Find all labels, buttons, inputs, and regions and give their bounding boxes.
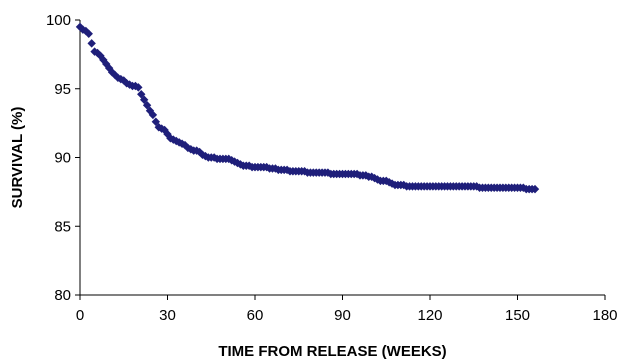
data-point <box>154 123 163 132</box>
x-tick-label: 120 <box>417 307 442 324</box>
data-point <box>519 183 528 192</box>
data-point <box>169 135 178 144</box>
data-point <box>230 157 239 166</box>
data-point <box>84 29 93 38</box>
data-point <box>177 139 187 148</box>
data-point <box>104 63 114 73</box>
y-axis-title: SURVIVAL (%) <box>9 107 26 209</box>
y-tick-label: 80 <box>54 287 71 304</box>
data-point <box>367 172 376 181</box>
data-point <box>271 164 280 173</box>
y-tick-label: 95 <box>54 81 71 98</box>
data-point <box>262 162 271 172</box>
data-point <box>323 168 333 177</box>
data-point <box>224 154 233 164</box>
y-tick-label: 85 <box>54 218 71 235</box>
data-point <box>163 129 172 139</box>
x-tick-label: 0 <box>76 307 84 324</box>
data-point <box>399 180 408 190</box>
x-tick-label: 150 <box>505 307 530 324</box>
data-point <box>233 158 242 168</box>
y-ticks: 80 85 90 95 100 <box>46 12 80 304</box>
data-point <box>172 136 181 146</box>
x-tick-label: 60 <box>247 307 264 324</box>
y-tick-label: 100 <box>46 12 71 29</box>
x-axis-title: TIME FROM RELEASE (WEEKS) <box>218 343 446 360</box>
data-point <box>96 51 105 60</box>
data-point <box>198 150 207 159</box>
data-point <box>186 145 196 154</box>
data-point <box>195 147 204 157</box>
data-point <box>530 184 540 194</box>
data-point <box>148 110 158 120</box>
data-points <box>75 22 540 194</box>
data-point <box>151 117 161 126</box>
data-point <box>472 182 481 191</box>
x-tick-label: 30 <box>159 307 176 324</box>
data-point <box>145 106 155 115</box>
y-tick-label: 90 <box>54 150 71 167</box>
x-tick-label: 180 <box>592 307 617 324</box>
x-tick-label: 90 <box>334 307 351 324</box>
data-point <box>137 90 146 99</box>
data-point <box>134 83 143 92</box>
data-point <box>160 125 169 135</box>
data-point <box>139 95 149 104</box>
x-ticks: 0 30 60 90 120 150 180 <box>76 295 618 324</box>
data-point <box>87 39 96 48</box>
data-point <box>142 101 152 110</box>
data-point <box>373 175 382 184</box>
data-point <box>384 178 394 187</box>
data-point <box>113 73 123 82</box>
data-point <box>78 25 88 34</box>
data-point <box>382 176 391 186</box>
data-point <box>180 140 190 150</box>
